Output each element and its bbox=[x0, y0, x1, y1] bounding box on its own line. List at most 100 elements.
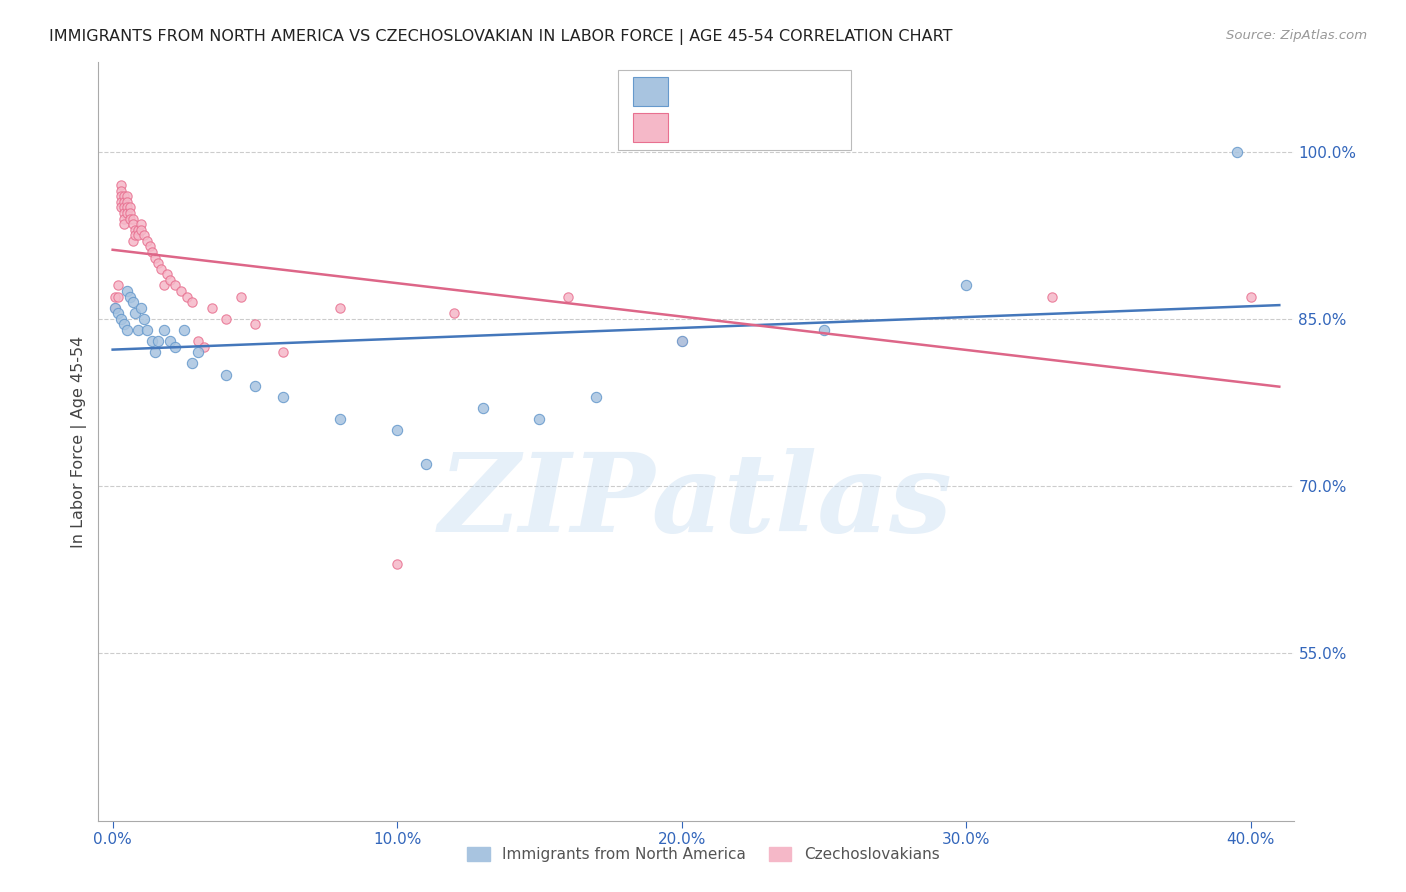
Point bbox=[132, 312, 155, 326]
Point bbox=[110, 184, 132, 198]
Point bbox=[104, 301, 127, 315]
Point bbox=[129, 223, 152, 237]
Point bbox=[110, 178, 132, 193]
Point bbox=[150, 261, 173, 276]
Point bbox=[215, 368, 238, 382]
Point bbox=[159, 334, 181, 349]
Point bbox=[112, 217, 135, 231]
Point bbox=[129, 217, 152, 231]
Text: R = 0.396   N = 35: R = 0.396 N = 35 bbox=[683, 82, 839, 101]
Point bbox=[141, 244, 163, 259]
Point bbox=[329, 412, 352, 426]
Point bbox=[585, 390, 607, 404]
Point bbox=[229, 290, 252, 304]
Point bbox=[112, 194, 135, 209]
Point bbox=[215, 312, 238, 326]
Point bbox=[153, 278, 176, 293]
Point bbox=[110, 312, 132, 326]
FancyBboxPatch shape bbox=[633, 77, 668, 106]
Point bbox=[112, 211, 135, 226]
Point bbox=[112, 201, 135, 215]
Point bbox=[173, 323, 195, 337]
Point bbox=[115, 323, 138, 337]
Point bbox=[110, 194, 132, 209]
Point bbox=[127, 228, 149, 243]
Point bbox=[135, 323, 157, 337]
Point bbox=[1226, 145, 1249, 159]
Point bbox=[557, 290, 579, 304]
Point bbox=[165, 340, 187, 354]
Point bbox=[124, 223, 146, 237]
Point bbox=[107, 306, 129, 320]
Point bbox=[121, 234, 143, 248]
Point bbox=[143, 251, 166, 265]
Point bbox=[115, 189, 138, 203]
Point bbox=[529, 412, 551, 426]
Point bbox=[127, 323, 149, 337]
Point bbox=[165, 278, 187, 293]
Point bbox=[671, 334, 693, 349]
Text: IMMIGRANTS FROM NORTH AMERICA VS CZECHOSLOVAKIAN IN LABOR FORCE | AGE 45-54 CORR: IMMIGRANTS FROM NORTH AMERICA VS CZECHOS… bbox=[49, 29, 953, 45]
Point bbox=[112, 189, 135, 203]
Point bbox=[201, 301, 224, 315]
Point bbox=[159, 273, 181, 287]
Point bbox=[193, 340, 215, 354]
Point bbox=[115, 194, 138, 209]
Point bbox=[110, 201, 132, 215]
Point bbox=[181, 295, 204, 310]
Point bbox=[329, 301, 352, 315]
Point bbox=[385, 424, 409, 438]
Point bbox=[1040, 290, 1063, 304]
Point bbox=[107, 278, 129, 293]
Point bbox=[1240, 290, 1263, 304]
Point bbox=[104, 301, 127, 315]
Point bbox=[443, 306, 465, 320]
Point bbox=[115, 201, 138, 215]
Point bbox=[181, 356, 204, 371]
Point bbox=[176, 290, 198, 304]
Point bbox=[273, 345, 295, 359]
Point bbox=[415, 457, 437, 471]
Point bbox=[121, 211, 143, 226]
Text: Source: ZipAtlas.com: Source: ZipAtlas.com bbox=[1226, 29, 1367, 42]
Point bbox=[187, 345, 209, 359]
Point bbox=[243, 379, 266, 393]
Point bbox=[115, 284, 138, 298]
Point bbox=[138, 239, 160, 253]
Point bbox=[124, 306, 146, 320]
Point bbox=[170, 284, 193, 298]
Point bbox=[143, 345, 166, 359]
FancyBboxPatch shape bbox=[633, 113, 668, 142]
Point bbox=[813, 323, 835, 337]
Point bbox=[148, 256, 170, 270]
FancyBboxPatch shape bbox=[619, 70, 852, 150]
Point bbox=[141, 334, 163, 349]
Point bbox=[112, 318, 135, 332]
Point bbox=[127, 223, 149, 237]
Point bbox=[273, 390, 295, 404]
Point bbox=[385, 557, 409, 572]
Point bbox=[135, 234, 157, 248]
Point bbox=[121, 217, 143, 231]
Legend: Immigrants from North America, Czechoslovakians: Immigrants from North America, Czechoslo… bbox=[461, 841, 945, 868]
Point bbox=[112, 206, 135, 220]
Point bbox=[148, 334, 170, 349]
Point bbox=[156, 268, 179, 282]
Point bbox=[471, 401, 494, 416]
Text: ZIPatlas: ZIPatlas bbox=[439, 449, 953, 556]
Point bbox=[153, 323, 176, 337]
Point bbox=[132, 228, 155, 243]
Point bbox=[110, 189, 132, 203]
Point bbox=[243, 318, 266, 332]
Text: R = 0.039   N = 59: R = 0.039 N = 59 bbox=[683, 119, 839, 136]
Point bbox=[115, 206, 138, 220]
Point bbox=[107, 290, 129, 304]
Point bbox=[955, 278, 977, 293]
Point bbox=[129, 301, 152, 315]
Point bbox=[118, 211, 141, 226]
Point bbox=[671, 334, 693, 349]
Point bbox=[118, 290, 141, 304]
Point bbox=[118, 206, 141, 220]
Point bbox=[104, 290, 127, 304]
Point bbox=[187, 334, 209, 349]
